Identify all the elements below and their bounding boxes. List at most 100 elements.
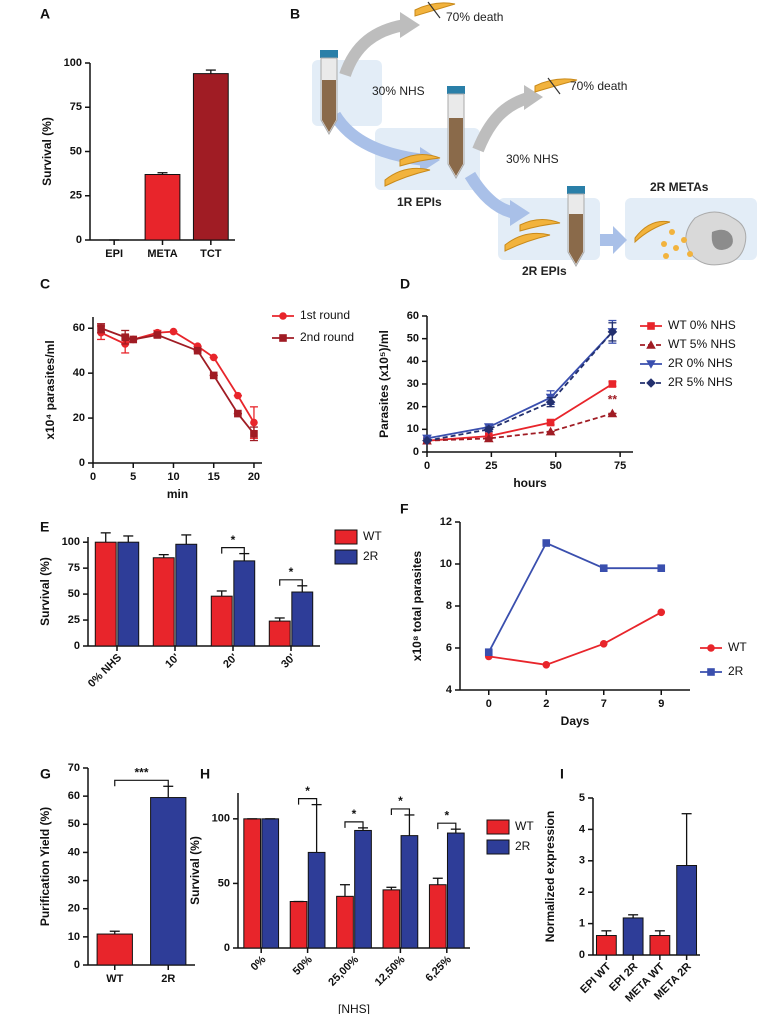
x-tick-label: 2 <box>543 698 549 710</box>
x-tick-label: 50 <box>550 460 562 472</box>
bar <box>354 829 372 949</box>
data-point <box>209 371 218 380</box>
significance-bracket <box>221 547 245 554</box>
data-point <box>234 409 242 418</box>
x-tick-label: 15 <box>208 471 220 483</box>
legend-label: WT 0% NHS <box>668 318 736 332</box>
arrow-head <box>524 85 543 110</box>
diagram-label: 2R EPIs <box>522 264 567 278</box>
legend-label: 2nd round <box>300 330 354 344</box>
y-tick-label: 50 <box>68 588 80 600</box>
arrow <box>464 171 517 219</box>
legend-label: WT <box>515 819 534 833</box>
y-tick-label: 10 <box>68 931 80 943</box>
significance-bracket <box>390 808 411 815</box>
significance-label: ** <box>608 393 618 407</box>
data-point <box>97 324 105 333</box>
significance-label: *** <box>134 765 148 779</box>
parasites <box>384 2 671 252</box>
x-tick-label: META <box>147 248 177 260</box>
data-point <box>153 331 162 339</box>
bar <box>96 933 133 966</box>
y-tick-label: 3 <box>579 855 585 867</box>
y-tick-label: 0 <box>413 446 419 458</box>
x-tick-label: 75 <box>614 460 626 472</box>
x-axis-label: [NHS] <box>338 1002 370 1014</box>
bar <box>676 865 698 956</box>
data-point <box>607 408 618 418</box>
legend-label: 2R <box>728 664 744 678</box>
bar <box>336 895 354 949</box>
legend-label: 2R <box>363 549 379 563</box>
legend-swatch <box>334 529 358 545</box>
legend-label: WT 5% NHS <box>668 337 736 351</box>
y-axis-label: x10⁸ total parasites <box>410 550 424 661</box>
y-tick-label: 100 <box>64 57 82 69</box>
tube <box>567 186 585 268</box>
legend-marker <box>647 322 655 330</box>
panel-label: A <box>40 6 50 22</box>
y-tick-label: 20 <box>68 903 80 915</box>
data-point <box>607 327 618 337</box>
data-point <box>209 353 218 362</box>
data-point <box>234 391 242 400</box>
bar <box>268 620 291 647</box>
significance-bracket <box>297 798 318 805</box>
y-axis-label: Survival (%) <box>38 557 52 626</box>
significance-label: * <box>352 807 357 821</box>
data-point <box>193 346 202 355</box>
death-mark <box>427 1 561 95</box>
y-tick-label: 50 <box>70 145 82 157</box>
x-tick-label: 12,50% <box>373 954 408 989</box>
legend-marker <box>646 360 656 369</box>
y-tick-label: 40 <box>73 367 85 379</box>
y-tick-label: 100 <box>212 813 230 825</box>
y-tick-label: 0 <box>74 959 80 971</box>
x-tick-label: WT <box>106 973 123 985</box>
y-tick-label: 2 <box>579 886 585 898</box>
x-tick-label: 0 <box>90 471 96 483</box>
legend-swatch <box>334 549 358 565</box>
tube <box>447 86 465 180</box>
y-tick-label: 8 <box>446 600 452 612</box>
data-point <box>545 397 556 407</box>
significance-label: * <box>398 794 403 808</box>
x-axis-label: Days <box>561 714 590 728</box>
x-tick-label: 30' <box>279 651 298 670</box>
y-axis-label: Survival (%) <box>40 117 54 186</box>
diagram-b: B <box>290 1 757 278</box>
bar <box>649 935 671 956</box>
x-tick-label: 0 <box>486 698 492 710</box>
tube <box>320 50 338 136</box>
bar <box>261 818 280 949</box>
line <box>426 331 614 442</box>
y-tick-label: 40 <box>407 355 419 367</box>
y-tick-label: 25 <box>70 190 82 202</box>
significance-label: * <box>305 784 310 798</box>
y-axis-label: Survival (%) <box>188 836 202 905</box>
y-tick-label: 60 <box>407 310 419 322</box>
x-tick-label: 10' <box>163 651 182 670</box>
x-tick-label: TCT <box>200 248 222 260</box>
x-tick-label: 2R <box>161 973 175 985</box>
data-point <box>484 648 493 656</box>
bar <box>94 541 117 647</box>
x-tick-label: EPI WT <box>578 960 613 995</box>
x-tick-label: 10 <box>167 471 179 483</box>
x-tick-label: 0% <box>249 954 269 974</box>
y-tick-label: 6 <box>446 642 452 654</box>
diagram-label: 30% NHS <box>506 152 559 166</box>
x-tick-label: 20' <box>221 651 240 670</box>
legend-swatch <box>486 839 510 855</box>
legend-marker <box>279 312 287 320</box>
data-point <box>484 433 494 443</box>
line <box>426 412 613 442</box>
x-tick-label: 50% <box>291 954 315 978</box>
y-tick-label: 50 <box>218 877 230 889</box>
diagram-label: 70% death <box>570 79 627 93</box>
bar <box>117 541 140 647</box>
data-point <box>121 333 129 342</box>
x-tick-label: 25 <box>485 460 497 472</box>
data-point <box>250 430 258 438</box>
bar <box>289 901 308 949</box>
